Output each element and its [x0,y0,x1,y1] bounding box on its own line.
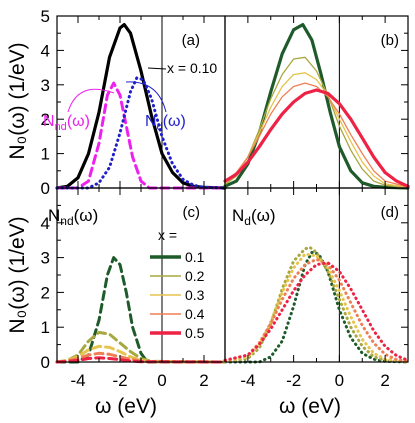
panel-a-x-annotation: x = 0.10 [167,60,217,76]
legend-entry: 0.5 [185,325,205,341]
series-line-0-2 [224,56,409,189]
panel-b-tag: (b) [381,32,399,49]
legend-entry: 0.1 [185,249,205,265]
series-line-Nd [55,81,227,190]
panel-a-tag: (a) [182,32,200,49]
panel-b [223,15,410,190]
series-line-total [55,23,227,190]
x-tick-label: 2 [199,371,208,390]
x-tick-label: 2 [380,371,389,390]
x-tick-label: -4 [70,371,85,390]
y-axis-label-top: N₀(ω) (1/eV) [6,42,29,159]
series-line-0-5 [223,261,410,362]
y-tick-label: 3 [41,76,50,95]
x-tick-label: 0 [157,371,166,390]
x-axis-label-left: ω (eV) [95,395,157,418]
series-line-0-5 [223,88,410,188]
panel-d-tag: (d) [381,204,399,221]
series-line-0-4 [224,82,409,188]
legend-entry: 0.3 [185,287,205,303]
panel-c-tag: (c) [183,204,201,221]
x-tick-label: -2 [286,371,301,390]
series-line-Nd [55,76,227,190]
y-tick-label: 0 [41,353,50,372]
y-tick-label: 0 [41,179,50,198]
y-tick-label: 2 [41,283,50,302]
y-tick-label: 2 [41,110,50,129]
series-line-0-1 [223,23,410,190]
legend-entry: 0.4 [185,306,205,322]
x-tick-label: -4 [240,371,255,390]
y-tick-label: 4 [41,41,50,60]
panel-c-nnd-title: Nnd(ω) [48,206,98,228]
y-tick-label: 3 [41,249,50,268]
x-tick-label: -2 [112,371,127,390]
legend-entry: 0.2 [185,268,205,284]
series-line-0-2 [223,245,410,364]
legend: 0.1 0.2 0.3 0.4 0.5 [150,249,205,341]
series-line-0-5 [55,356,227,364]
y-tick-label: 5 [41,7,50,26]
panel-c: 0 1 2 3 4 -4 -2 0 2 [41,187,227,390]
nnd-label: Nnd(ω) [43,113,90,133]
panel-d: -4 -2 0 2 [223,187,410,390]
y-tick-label: 4 [41,214,50,233]
nd-label: Nd(ω) [145,113,186,133]
y-tick-label: 1 [41,318,50,337]
nnd-label-leader [67,88,115,113]
legend-title: x = [158,227,177,243]
x-axis-label-right: ω (eV) [279,395,341,418]
series-line-0-4 [223,257,410,363]
y-tick-label: 1 [41,145,50,164]
x-annotation-leader [147,67,167,70]
y-axis-label-bottom: N₀(ω) (1/eV) [6,216,29,333]
nd-label-leader [125,81,167,113]
series-line-0-3 [224,72,409,188]
panel-d-nd-title: Nd(ω) [232,206,276,228]
series-line-0-1 [223,250,410,364]
x-tick-label: 0 [335,371,344,390]
series-line-0-3 [223,252,410,364]
